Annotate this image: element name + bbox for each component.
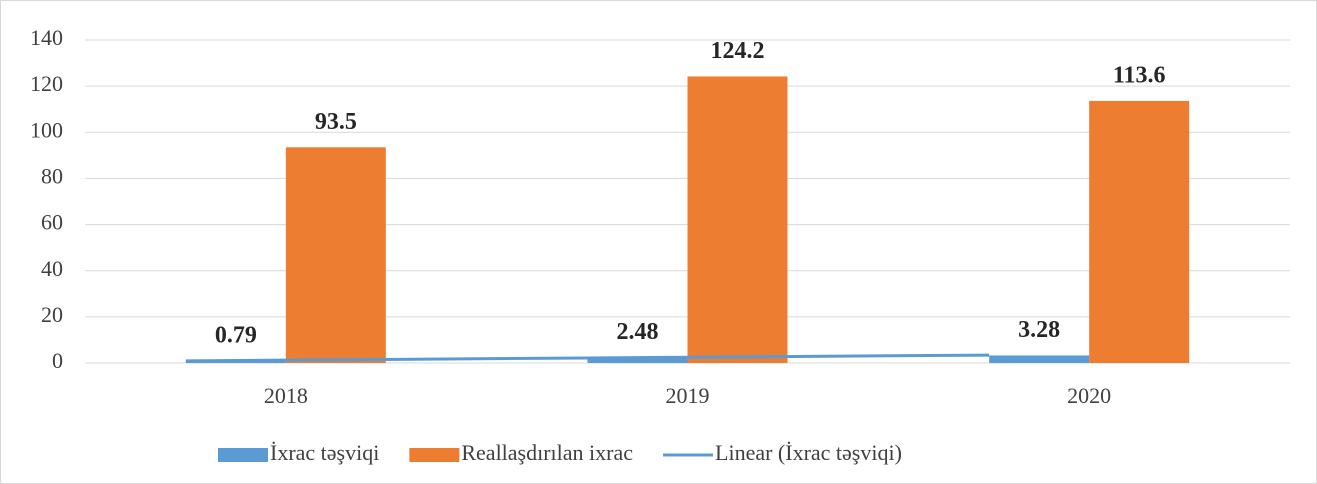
y-tick-label: 80 [41, 163, 63, 188]
y-tick-label: 40 [41, 256, 63, 281]
y-tick-label: 0 [52, 348, 63, 373]
legend-label: Reallaşdırılan ixrac [461, 440, 633, 465]
y-tick-label: 100 [30, 117, 63, 142]
bar [285, 147, 386, 363]
data-label: 124.2 [711, 38, 765, 64]
data-label: 0.79 [215, 323, 257, 349]
data-label: 93.5 [315, 109, 357, 135]
x-tick-label: 2019 [666, 383, 710, 408]
bar [185, 361, 286, 363]
legend-swatch [218, 448, 268, 462]
y-tick-label: 60 [41, 210, 63, 235]
legend-label: İxrac təşviqi [270, 440, 379, 465]
bar [587, 357, 688, 363]
bar [1089, 100, 1190, 363]
legend-swatch [409, 448, 460, 462]
trendline [185, 353, 990, 363]
bar [989, 355, 1090, 363]
data-label: 2.48 [617, 319, 659, 345]
y-tick-label: 20 [41, 302, 63, 327]
y-tick-label: 120 [30, 71, 63, 96]
x-tick-label: 2020 [1067, 383, 1111, 408]
data-label: 3.28 [1018, 317, 1060, 343]
x-tick-label: 2018 [264, 383, 308, 408]
data-label: 113.6 [1113, 62, 1166, 88]
legend-label: Linear (İxrac təşviqi) [715, 440, 902, 465]
y-tick-label: 140 [30, 25, 63, 50]
bar [687, 76, 788, 364]
